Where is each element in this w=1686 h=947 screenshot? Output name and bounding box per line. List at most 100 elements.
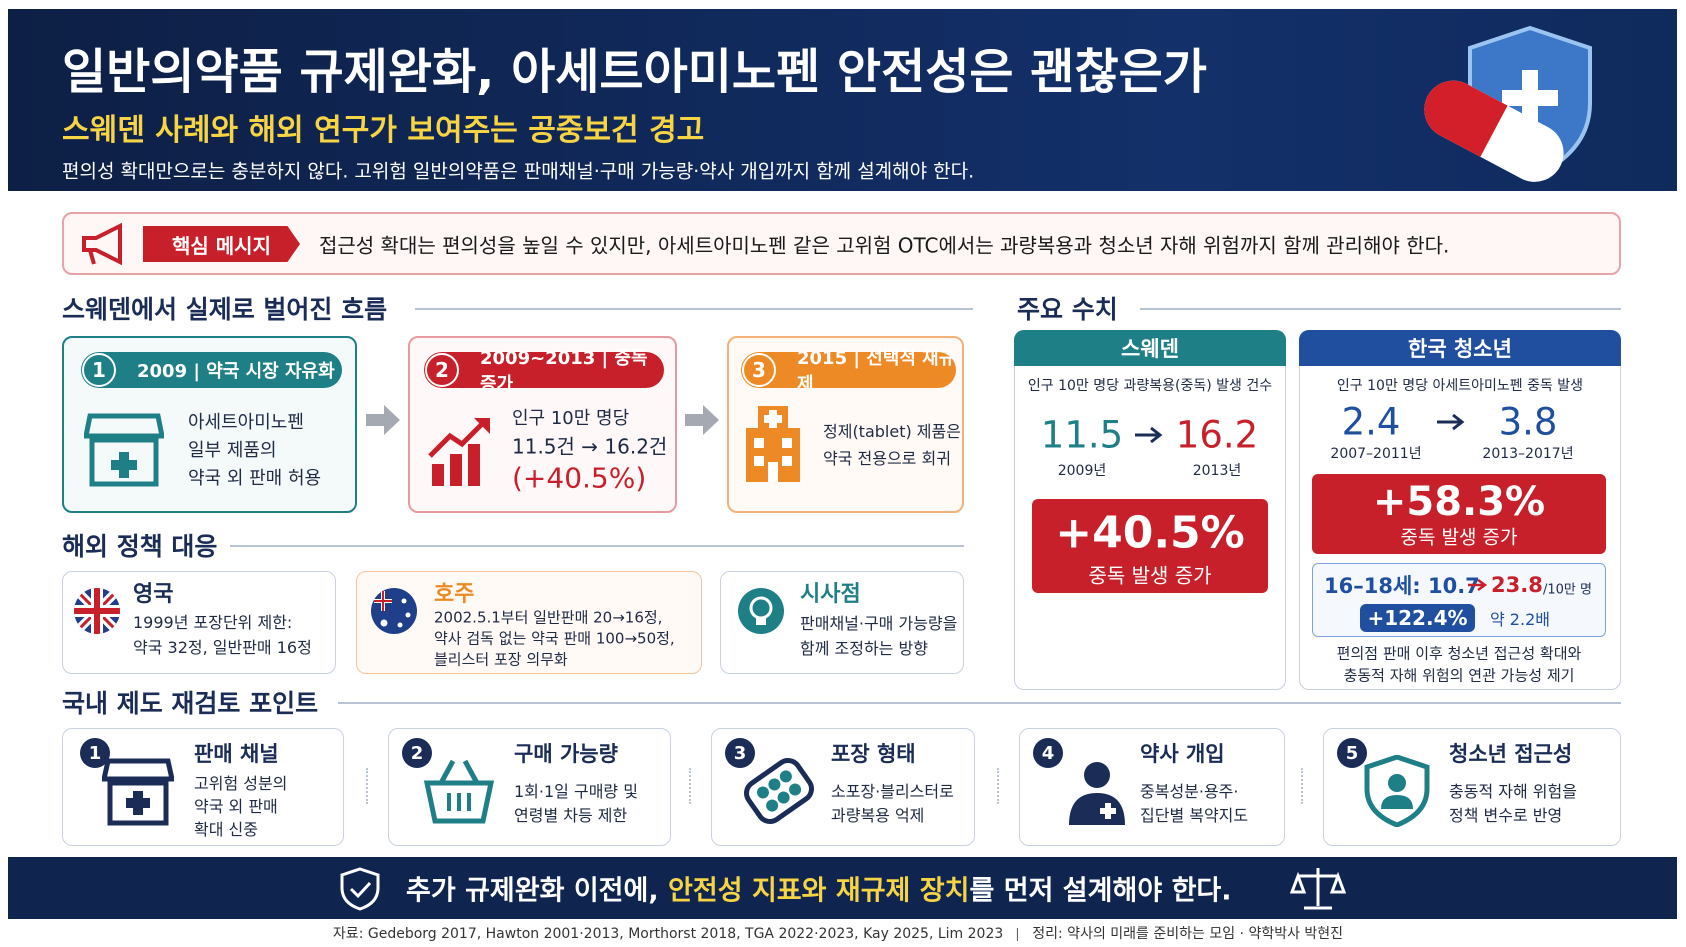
divider bbox=[1301, 768, 1303, 804]
stats-change-box bbox=[1312, 474, 1606, 554]
footer-message: 추가 규제완화 이전에, 안전성 지표와 재규제 장치를 먼저 설계해야 한다. bbox=[406, 869, 1232, 908]
step-text: 정제(tablet) 제품은 bbox=[823, 422, 961, 441]
review-text: 1회·1일 구매량 및 bbox=[514, 782, 638, 801]
step-text: 약국 외 판매 허용 bbox=[188, 468, 322, 489]
section-rule bbox=[230, 545, 964, 547]
footer-text: 를 먼저 설계해야 한다. bbox=[969, 875, 1232, 907]
policy-name: 시사점 bbox=[800, 582, 861, 607]
review-card bbox=[1019, 728, 1285, 846]
review-number: 3 bbox=[725, 738, 755, 768]
key-message-box bbox=[62, 212, 1621, 275]
review-icon bbox=[1069, 762, 1125, 825]
policy-text: 1999년 포장단위 제한: bbox=[133, 613, 293, 632]
bulb-icon bbox=[738, 588, 784, 634]
policy-text: 약사 검독 없는 약국 판매 100→50정, bbox=[434, 629, 675, 648]
scale-icon bbox=[1290, 868, 1346, 910]
review-name: 판매 채널 bbox=[194, 742, 279, 766]
stats-caption: 인구 10만 명당 아세트아미노펜 중독 발생 bbox=[1336, 378, 1584, 394]
stats-to-label: 2013년 bbox=[1192, 463, 1242, 479]
stats-change-label: 중독 발생 증가 bbox=[1088, 563, 1212, 588]
description: 편의성 확대만으로는 충분하지 않다. 고위험 일반의약품은 판매채널·구매 가… bbox=[62, 160, 975, 183]
review-name: 청소년 접근성 bbox=[1449, 742, 1573, 766]
footer-highlight: 안전성 지표와 재규제 장치 bbox=[668, 875, 970, 907]
review-text: 과량복용 억제 bbox=[831, 806, 925, 825]
age-label: 16–18세: 10.7 bbox=[1324, 574, 1480, 598]
divider bbox=[366, 768, 368, 804]
stats-to: 3.8 bbox=[1498, 400, 1558, 444]
review-name: 약사 개입 bbox=[1140, 742, 1225, 766]
review-text: 소포장·블리스터로 bbox=[831, 782, 954, 801]
policy-text: 판매채널·구매 가능량을 bbox=[800, 614, 958, 633]
review-number: 5 bbox=[1337, 738, 1367, 768]
age-change: +122.4% bbox=[1360, 604, 1475, 632]
review-text: 충동적 자해 위험을 bbox=[1449, 782, 1577, 801]
key-message-text: 접근성 확대는 편의성을 높일 수 있지만, 아세트아미노펜 같은 고위험 OT… bbox=[319, 233, 1450, 258]
subtitle: 스웨덴 사례와 해외 연구가 보여주는 공중보건 경고 bbox=[62, 113, 705, 148]
stats-caption: 인구 10만 명당 과량복용(중독) 발생 건수 bbox=[1027, 378, 1273, 394]
stats-from-label: 2009년 bbox=[1057, 463, 1107, 479]
header-band bbox=[8, 9, 1677, 191]
review-name: 포장 형태 bbox=[831, 742, 916, 766]
review-card bbox=[1323, 728, 1621, 846]
step-label: 2009 | 약국 시장 자유화 bbox=[81, 352, 342, 388]
footer-banner bbox=[8, 857, 1677, 919]
stats-change-label: 중독 발생 증가 bbox=[1400, 526, 1518, 549]
policy-text: 함께 조정하는 방향 bbox=[800, 639, 928, 658]
step-label: 2015 | 선택적 재규제 bbox=[741, 348, 956, 395]
review-icon bbox=[102, 758, 174, 826]
title: 일반의약품 규제완화, 아세트아미노펜 안전성은 괜찮은가 bbox=[62, 44, 1207, 100]
stats-note: 편의점 판매 이후 청소년 접근성 확대와 bbox=[1336, 644, 1582, 663]
footer-text: 추가 규제완화 이전에, bbox=[406, 875, 669, 907]
step-text: 11.5건 → 16.2건 bbox=[512, 434, 668, 459]
review-text: 약국 외 판매 bbox=[194, 797, 278, 816]
step-text: 약국 전용으로 회귀 bbox=[823, 449, 951, 468]
megaphone-icon bbox=[82, 222, 122, 266]
step-number: 2 bbox=[425, 353, 459, 387]
section-title: 주요 수치 bbox=[1017, 295, 1118, 324]
stats-change-box bbox=[1032, 499, 1268, 593]
arrow-icon bbox=[1437, 413, 1465, 431]
review-number: 2 bbox=[402, 738, 432, 768]
arrow-icon bbox=[1468, 578, 1488, 592]
review-icon bbox=[423, 759, 495, 824]
step-text: 아세트아미노펜 bbox=[188, 412, 304, 433]
review-name: 구매 가능량 bbox=[514, 742, 618, 766]
stats-header: 한국 청소년 bbox=[1299, 330, 1621, 366]
step-number: 3 bbox=[742, 353, 776, 387]
review-text: 고위험 성분의 bbox=[194, 774, 288, 793]
review-text: 확대 신중 bbox=[194, 820, 258, 839]
source-line: 자료: Gedeborg 2017, Hawton 2001·2013, Mor… bbox=[333, 923, 1343, 943]
review-text: 집단별 복약지도 bbox=[1140, 806, 1249, 825]
flow-arrow bbox=[685, 405, 719, 435]
review-icon bbox=[744, 757, 814, 825]
shield-check-icon bbox=[340, 867, 380, 911]
stats-from-label: 2007–2011년 bbox=[1330, 446, 1422, 462]
australia-flag-icon bbox=[371, 588, 417, 634]
uk-flag-icon bbox=[74, 588, 120, 634]
hospital-icon bbox=[746, 406, 800, 482]
review-text: 중복성분·용주· bbox=[1140, 782, 1239, 801]
section-title: 스웨덴에서 실제로 벌어진 흐름 bbox=[62, 295, 388, 324]
store-icon bbox=[84, 413, 164, 487]
policy-name: 호주 bbox=[434, 582, 475, 607]
divider bbox=[689, 768, 691, 804]
stats-from: 2.4 bbox=[1341, 400, 1401, 444]
flow-arrow bbox=[366, 405, 400, 435]
policy-text: 약국 32정, 일반판매 16정 bbox=[133, 638, 312, 657]
stats-change: +40.5% bbox=[1055, 507, 1245, 559]
key-message-badge: 핵심 메시지 bbox=[143, 226, 300, 262]
step-text: 인구 10만 명당 bbox=[512, 408, 630, 429]
header-illustration bbox=[1424, 25, 1592, 182]
credit: 정리: 약사의 미래를 준비하는 모임 · 약학박사 박현진 bbox=[1032, 926, 1344, 942]
stats-from: 11.5 bbox=[1040, 413, 1124, 457]
arrow-icon bbox=[1135, 426, 1163, 444]
age-to: 23.8 bbox=[1491, 573, 1543, 597]
rising-chart-icon bbox=[428, 418, 490, 486]
step-label: 2009~2013 | 중독 증가 bbox=[424, 348, 664, 395]
review-text: 연령별 차등 제한 bbox=[514, 806, 628, 825]
review-icon bbox=[1364, 755, 1430, 827]
section-title: 국내 제도 재검토 포인트 bbox=[62, 689, 319, 718]
review-card bbox=[711, 728, 975, 846]
review-card bbox=[388, 728, 671, 846]
